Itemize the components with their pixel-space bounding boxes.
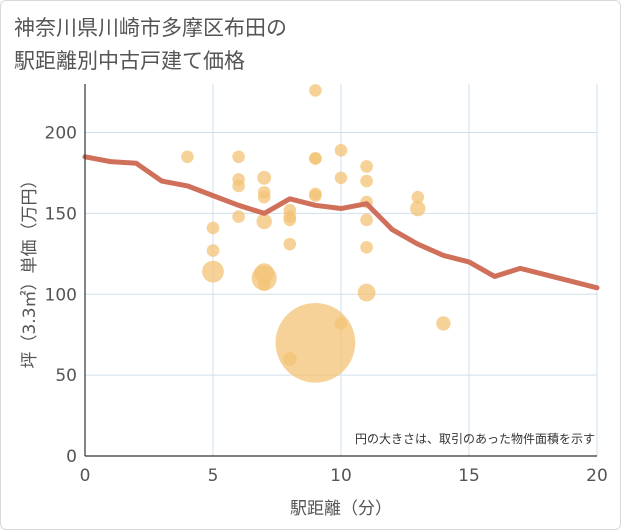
x-tick-label: 15 (458, 466, 480, 486)
data-bubble (436, 316, 451, 331)
y-tick-label: 200 (45, 124, 77, 144)
x-tick-label: 5 (208, 466, 219, 486)
data-bubble (334, 317, 348, 330)
x-tick-label: 20 (586, 466, 608, 486)
data-bubble (275, 302, 356, 383)
x-tick-label: 0 (80, 466, 91, 486)
bubble-size-note: 円の大きさは、取引のあった物件面積を示す (355, 431, 595, 446)
data-bubble (309, 152, 322, 165)
data-bubble (309, 84, 322, 97)
data-bubble (283, 213, 297, 227)
data-bubble (257, 190, 271, 204)
x-tick-label: 10 (330, 466, 352, 486)
data-bubble (334, 171, 348, 185)
data-bubble (357, 283, 376, 302)
x-axis-label: 駅距離（分） (290, 499, 392, 519)
data-bubble (334, 144, 348, 157)
data-bubble (202, 260, 224, 283)
data-bubble (206, 221, 220, 235)
data-bubble (251, 265, 277, 291)
chart-title-line-1: 神奈川県川崎市多摩区布田の (14, 16, 287, 40)
data-bubble (360, 241, 373, 254)
average-line-series (82, 154, 600, 291)
data-bubble (232, 210, 245, 223)
data-bubble (232, 179, 245, 193)
axes: 0 50 100 150 200 0 5 10 15 20 (45, 84, 608, 486)
data-bubble (257, 278, 271, 291)
data-bubble (257, 170, 272, 185)
y-tick-label: 150 (45, 204, 77, 224)
data-bubble (360, 213, 373, 227)
y-tick-label: 100 (45, 285, 77, 305)
data-bubble (360, 160, 373, 173)
y-axis-label: 坪（3.3㎡）単価（万円） (20, 171, 40, 368)
data-bubble (283, 237, 297, 251)
data-bubble (232, 150, 245, 164)
data-bubble (256, 213, 272, 230)
average-line (82, 154, 600, 291)
data-bubble (360, 174, 373, 188)
grid-lines (85, 84, 598, 456)
bubble-series (181, 84, 451, 383)
data-bubble (309, 189, 322, 202)
data-bubble (206, 244, 220, 257)
data-bubble (181, 150, 194, 164)
data-bubble (410, 200, 426, 217)
data-bubble (411, 190, 425, 204)
y-tick-label: 0 (66, 447, 77, 467)
chart-title: 神奈川県川崎市多摩区布田の 駅距離別中古戸建て価格 (14, 12, 287, 78)
y-tick-label: 50 (55, 366, 77, 386)
chart-title-line-2: 駅距離別中古戸建て価格 (14, 49, 245, 73)
